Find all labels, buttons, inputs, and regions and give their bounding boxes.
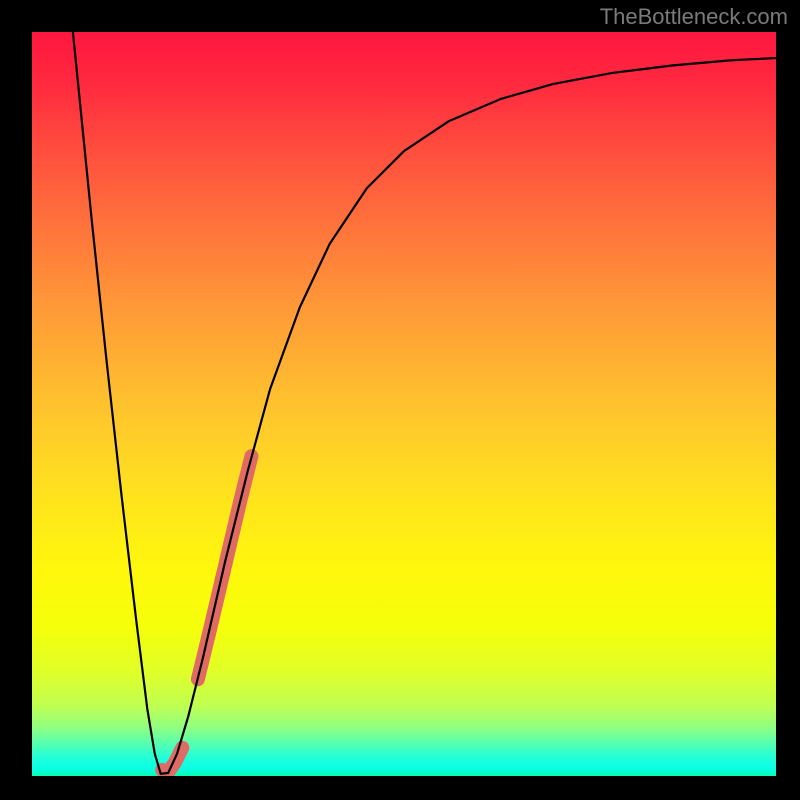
highlight-segment <box>162 748 182 773</box>
chart-frame: TheBottleneck.com <box>0 0 800 800</box>
highlight-layer <box>162 456 251 772</box>
bottleneck-curve <box>73 32 776 774</box>
chart-svg <box>32 32 776 776</box>
plot-area <box>32 32 776 776</box>
curve-layer <box>73 32 776 774</box>
watermark-text: TheBottleneck.com <box>600 4 788 30</box>
